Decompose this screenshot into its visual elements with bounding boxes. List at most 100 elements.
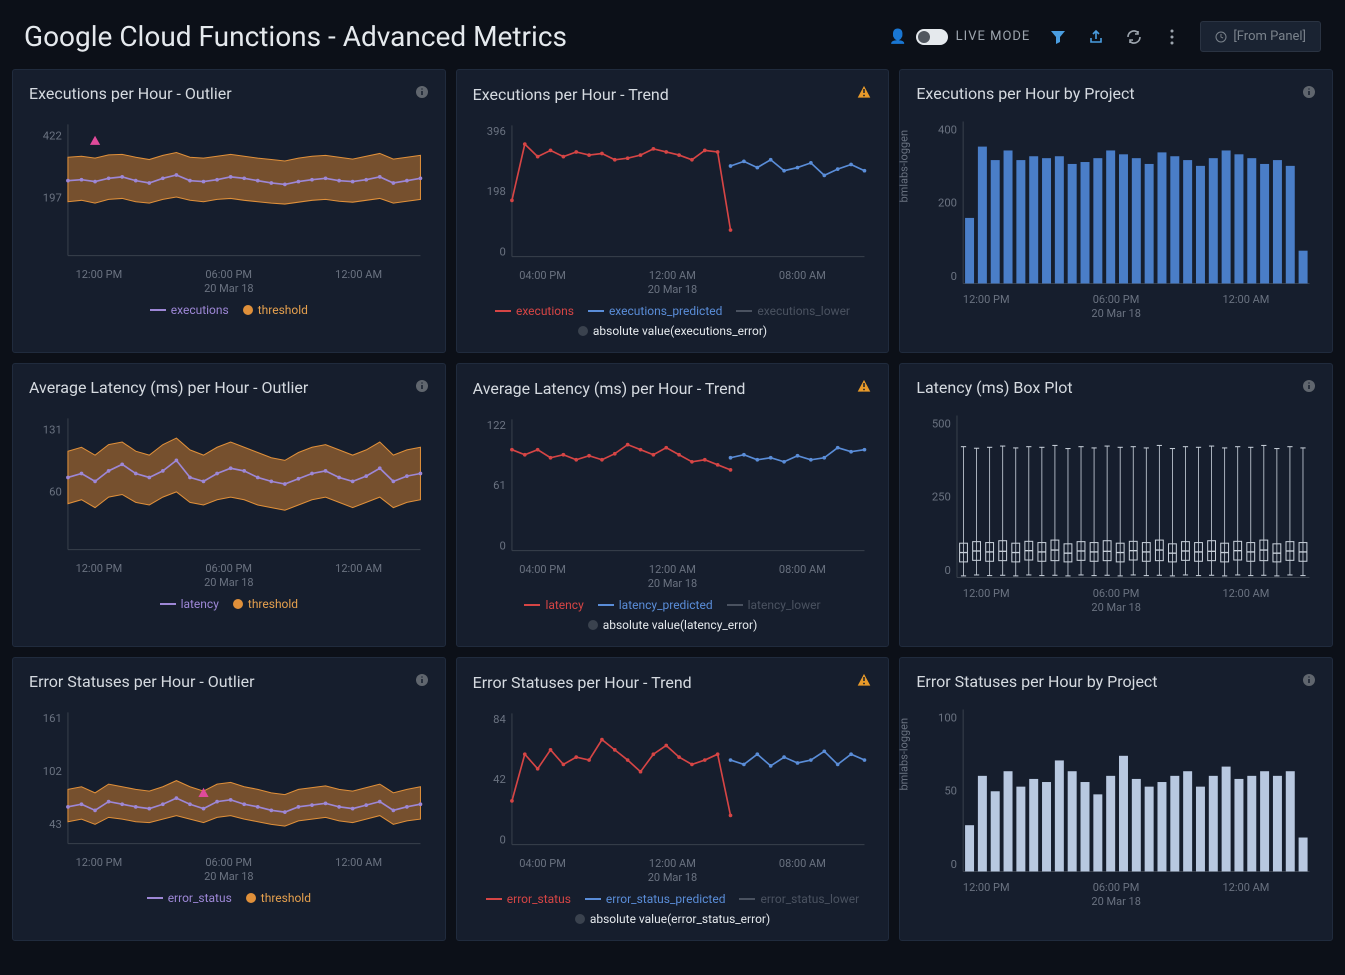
chart-body[interactable]: 16110243: [29, 703, 429, 853]
legend-item[interactable]: threshold: [243, 303, 308, 317]
legend-item[interactable]: latency: [160, 597, 219, 611]
svg-text:197: 197: [43, 191, 62, 204]
chart-body[interactable]: 4002000: [916, 115, 1316, 290]
x-axis-ticks: 12:00 PM06:00 PM12:00 AM: [29, 856, 429, 869]
legend-item[interactable]: executions_lower: [736, 304, 850, 318]
panel-title: Error Statuses per Hour - Outlier: [29, 672, 255, 691]
warning-icon: [856, 84, 872, 104]
x-axis-date: 20 Mar 18: [473, 577, 873, 590]
legend-item[interactable]: executions_predicted: [588, 304, 722, 318]
svg-text:0: 0: [499, 833, 505, 846]
chart-body[interactable]: 84 42 0: [473, 704, 873, 854]
panel-title: Average Latency (ms) per Hour - Trend: [473, 379, 746, 398]
svg-text:43: 43: [49, 818, 62, 831]
info-icon[interactable]: [1302, 379, 1316, 397]
svg-text:0: 0: [499, 245, 505, 258]
legend-item[interactable]: latency_lower: [727, 598, 821, 612]
legend-item[interactable]: error_status_lower: [739, 892, 859, 906]
info-icon[interactable]: [1302, 85, 1316, 103]
svg-text:84: 84: [493, 713, 506, 726]
export-icon[interactable]: [1086, 27, 1106, 47]
panel-latency-trend: Average Latency (ms) per Hour - Trend 12…: [456, 363, 890, 647]
legend-item[interactable]: error_status: [147, 891, 232, 905]
info-icon[interactable]: [415, 379, 429, 397]
panel-title: Error Statuses per Hour by Project: [916, 672, 1157, 691]
panel-title: Average Latency (ms) per Hour - Outlier: [29, 378, 308, 397]
x-axis-date: 20 Mar 18: [29, 576, 429, 589]
y-axis-label: bmlabs-loggen: [898, 130, 911, 203]
svg-text:396: 396: [486, 125, 505, 138]
panel-error-project: bmlabs-loggen Error Statuses per Hour by…: [899, 657, 1333, 941]
dashboard-header: Google Cloud Functions - Advanced Metric…: [12, 12, 1333, 69]
chart-body[interactable]: 5002500: [916, 409, 1316, 584]
x-axis-ticks: 12:00 PM06:00 PM12:00 AM: [29, 268, 429, 281]
chart-body[interactable]: 100500: [916, 703, 1316, 878]
svg-text:42: 42: [493, 773, 506, 786]
more-icon[interactable]: [1162, 27, 1182, 47]
svg-text:0: 0: [951, 270, 957, 283]
legend-item[interactable]: executions: [150, 303, 229, 317]
svg-text:0: 0: [945, 564, 951, 577]
chart-body[interactable]: 3961980: [473, 116, 873, 266]
legend-item[interactable]: absolute value(latency_error): [588, 618, 758, 632]
chart-body[interactable]: 422 197: [29, 115, 429, 265]
info-icon[interactable]: [415, 85, 429, 103]
svg-text:0: 0: [499, 539, 505, 552]
svg-text:122: 122: [486, 419, 505, 432]
svg-text:0: 0: [951, 858, 957, 871]
x-axis-ticks: 04:00 PM12:00 AM08:00 AM: [473, 563, 873, 576]
x-axis-date: 20 Mar 18: [29, 870, 429, 883]
panel-title: Error Statuses per Hour - Trend: [473, 673, 692, 692]
from-panel-button[interactable]: [From Panel]: [1200, 21, 1321, 52]
chart-legend: executions executions_predicted executions…: [473, 304, 873, 338]
chart-body[interactable]: 131 60: [29, 409, 429, 559]
svg-text:400: 400: [938, 123, 957, 136]
x-axis-ticks: 12:00 PM06:00 PM12:00 AM: [29, 562, 429, 575]
panel-error-outlier: Error Statuses per Hour - Outlier 161102…: [12, 657, 446, 941]
toggle-switch[interactable]: [916, 29, 948, 45]
legend-item[interactable]: error_status_predicted: [585, 892, 726, 906]
panel-exec-outlier: Executions per Hour - Outlier 422197 12:…: [12, 69, 446, 353]
x-axis-ticks: 12:00 PM06:00 PM12:00 AM: [916, 293, 1316, 306]
info-icon[interactable]: [1302, 673, 1316, 691]
panel-latency-outlier: Average Latency (ms) per Hour - Outlier …: [12, 363, 446, 647]
chart-legend: error_status error_status_predicted error_…: [473, 892, 873, 926]
header-controls: 👤 LIVE MODE [From Panel]: [889, 21, 1321, 52]
svg-text:131: 131: [43, 424, 62, 437]
legend-item[interactable]: absolute value(error_status_error): [575, 912, 770, 926]
panel-error-trend: Error Statuses per Hour - Trend 84 42 0 0 4…: [456, 657, 890, 941]
warning-icon: [856, 378, 872, 398]
info-icon[interactable]: [415, 673, 429, 691]
chart-legend: latency threshold: [29, 597, 429, 611]
refresh-icon[interactable]: [1124, 27, 1144, 47]
x-axis-date: 20 Mar 18: [473, 871, 873, 884]
x-axis-date: 20 Mar 18: [916, 307, 1316, 320]
legend-item[interactable]: threshold: [233, 597, 298, 611]
svg-text:60: 60: [49, 485, 62, 498]
x-axis-ticks: 12:00 PM06:00 PM12:00 AM: [916, 587, 1316, 600]
from-panel-label: [From Panel]: [1233, 29, 1306, 44]
legend-item[interactable]: latency: [524, 598, 583, 612]
clock-icon: [1215, 31, 1227, 43]
svg-text:102: 102: [43, 765, 62, 778]
chart-body[interactable]: 122 61 0: [473, 410, 873, 560]
legend-item[interactable]: absolute value(executions_error): [578, 324, 767, 338]
legend-item[interactable]: latency_predicted: [598, 598, 713, 612]
x-axis-ticks: 12:00 PM06:00 PM12:00 AM: [916, 881, 1316, 894]
svg-text:61: 61: [493, 479, 506, 492]
y-axis-label: bmlabs-loggen: [898, 718, 911, 791]
svg-text:50: 50: [945, 785, 958, 798]
legend-item[interactable]: executions: [495, 304, 574, 318]
live-mode-label: LIVE MODE: [956, 29, 1031, 44]
filter-icon[interactable]: [1048, 27, 1068, 47]
panel-latency-box: Latency (ms) Box Plot: [899, 363, 1333, 647]
legend-item[interactable]: error_status: [486, 892, 571, 906]
panel-grid: Executions per Hour - Outlier 422197 12:…: [12, 69, 1333, 941]
live-mode-toggle[interactable]: 👤 LIVE MODE: [889, 29, 1030, 45]
chart-legend: error_status threshold: [29, 891, 429, 905]
page-title: Google Cloud Functions - Advanced Metric…: [24, 20, 567, 53]
svg-text:500: 500: [932, 417, 951, 430]
svg-text:422: 422: [43, 130, 62, 143]
legend-item[interactable]: threshold: [246, 891, 311, 905]
x-axis-date: 20 Mar 18: [916, 895, 1316, 908]
